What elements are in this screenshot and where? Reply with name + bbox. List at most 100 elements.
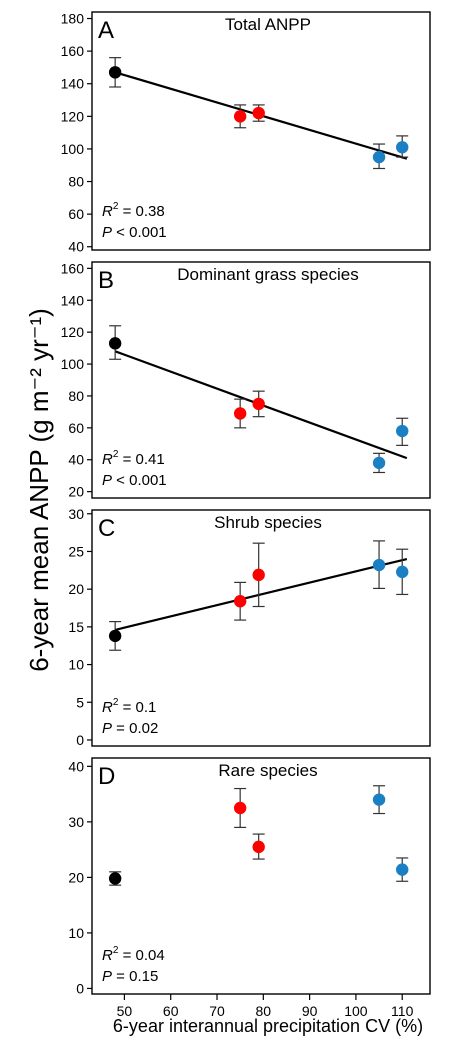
r-squared-label: R2 = 0.38 — [102, 201, 165, 220]
y-tick-label: 80 — [68, 174, 84, 190]
point-marker — [108, 872, 122, 885]
data-point — [372, 540, 386, 590]
y-tick-label: 60 — [68, 206, 84, 222]
point-marker — [233, 110, 247, 123]
data-point — [252, 390, 265, 418]
y-tick-label: 80 — [68, 388, 84, 404]
panel-title: Shrub species — [214, 513, 322, 532]
panel-frame — [91, 261, 431, 499]
x-tick-label: 110 — [391, 1003, 414, 1019]
point-marker — [233, 801, 247, 815]
data-point — [372, 452, 386, 474]
data-point — [252, 833, 265, 860]
r-squared-label: R2 = 0.04 — [102, 945, 165, 964]
panel-letter: B — [98, 267, 114, 294]
data-point — [108, 620, 122, 651]
p-value-label: P < 0.001 — [102, 224, 167, 241]
x-tick-label: 60 — [163, 1003, 179, 1019]
y-tick-label: 10 — [68, 925, 84, 941]
y-tick-label: 160 — [61, 260, 85, 276]
y-tick-label: 20 — [68, 869, 84, 885]
r-squared-label: R2 = 0.1 — [102, 697, 156, 716]
y-tick-label: 100 — [61, 141, 85, 157]
data-point — [252, 104, 265, 122]
y-tick-label: 40 — [68, 758, 84, 774]
data-point — [372, 785, 386, 815]
data-point — [233, 787, 247, 829]
panel-letter: A — [98, 17, 114, 44]
point-marker — [396, 863, 409, 876]
y-tick-label: 5 — [76, 694, 84, 710]
y-tick-label: 40 — [68, 239, 84, 255]
data-point — [233, 104, 247, 129]
point-marker — [372, 558, 386, 572]
panel-b: 20 40 60 80 100 120 140 160 B Dominant grass spec… — [61, 260, 431, 500]
data-point — [396, 135, 409, 158]
data-point — [233, 398, 247, 429]
panel-frame — [91, 509, 431, 747]
panel-frame — [91, 11, 431, 251]
y-tick-label: 0 — [76, 732, 84, 748]
panel-letter: C — [98, 515, 115, 542]
y-tick-label: 120 — [61, 324, 85, 340]
panel-title: Dominant grass species — [177, 265, 358, 284]
panel-c: 0 5 10 15 20 25 30 C Shrub species R2 = 0.1 P = 0.… — [68, 506, 431, 748]
y-tick-label: 20 — [68, 484, 84, 500]
x-tick-label: 80 — [256, 1003, 272, 1019]
point-marker — [396, 565, 409, 579]
point-marker — [252, 568, 265, 582]
x-tick-label: 90 — [302, 1003, 318, 1019]
panel-title: Total ANPP — [225, 15, 311, 34]
y-tick-label: 10 — [68, 657, 84, 673]
y-tick-label: 140 — [61, 292, 85, 308]
point-marker — [252, 397, 265, 411]
point-marker — [372, 150, 386, 164]
p-value-label: P = 0.15 — [102, 968, 158, 985]
y-tick-label: 0 — [76, 980, 84, 996]
r-squared-label: R2 = 0.41 — [102, 449, 165, 468]
x-tick-label: 100 — [344, 1003, 368, 1019]
y-tick-label: 30 — [68, 506, 84, 522]
point-marker — [252, 840, 265, 854]
data-point — [108, 325, 122, 360]
data-point — [372, 143, 386, 170]
data-point — [233, 581, 247, 621]
p-value-label: P < 0.001 — [102, 472, 167, 489]
y-tick-label: 25 — [68, 543, 84, 559]
panel-frame — [91, 757, 431, 995]
panel-a: 40 60 80 100 120 140 160 180 A Total ANPP R2 = 0.3… — [61, 11, 431, 255]
y-axis-title: 6-year mean ANPP (g m⁻² yr⁻¹) — [24, 308, 54, 672]
point-marker — [108, 629, 122, 643]
point-marker — [108, 337, 122, 350]
y-tick-label: 30 — [68, 814, 84, 830]
x-axis-title: 6-year interannual precipitation CV (%) — [113, 1016, 423, 1036]
y-tick-label: 160 — [61, 43, 85, 59]
point-marker — [252, 106, 265, 120]
data-point — [108, 871, 122, 886]
y-tick-label: 120 — [61, 108, 85, 124]
data-point — [396, 857, 409, 882]
panel-title: Rare species — [218, 761, 317, 780]
point-marker — [396, 424, 409, 438]
point-marker — [108, 66, 122, 79]
panel-d: 0 10 20 30 40 D Rare species R2 = 0.04 P = 0.15 — [68, 757, 431, 996]
data-point — [252, 542, 265, 608]
y-tick-label: 180 — [61, 11, 85, 27]
y-tick-label: 15 — [68, 619, 84, 635]
point-marker — [372, 793, 386, 806]
panel-letter: D — [98, 763, 115, 790]
point-marker — [233, 595, 247, 608]
y-tick-label: 100 — [61, 356, 85, 372]
point-marker — [372, 456, 386, 470]
data-point — [108, 57, 122, 88]
y-tick-label: 40 — [68, 452, 84, 468]
y-tick-label: 20 — [68, 581, 84, 597]
data-point — [396, 548, 409, 596]
x-tick-label: 50 — [117, 1003, 133, 1019]
y-tick-label: 60 — [68, 420, 84, 436]
y-tick-label: 140 — [61, 76, 85, 92]
point-marker — [396, 141, 409, 154]
p-value-label: P = 0.02 — [102, 720, 158, 737]
